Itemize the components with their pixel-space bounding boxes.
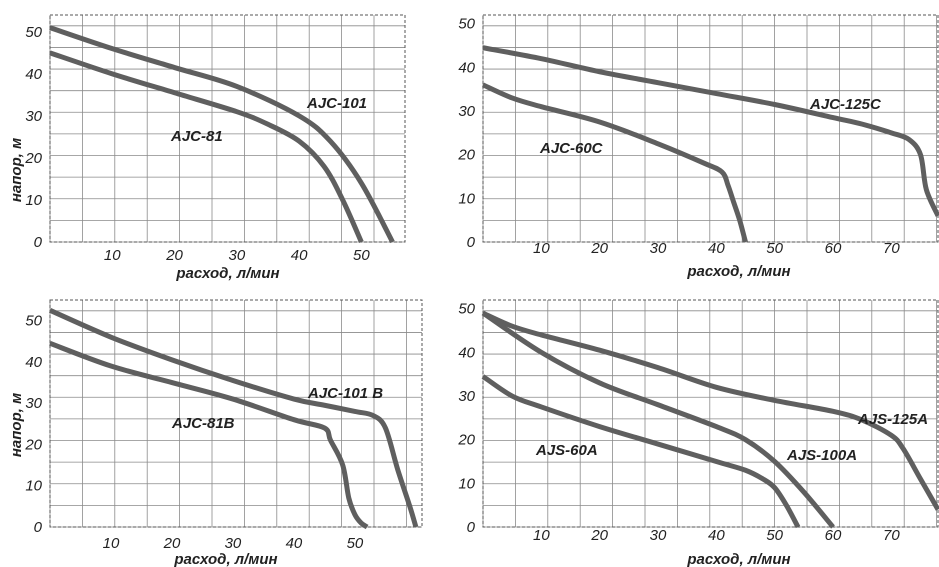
series-line-ajs-60a xyxy=(481,374,801,529)
y-tick-label: 0 xyxy=(34,234,43,251)
series-line-ajc-101 xyxy=(49,25,395,244)
y-tick-label: 0 xyxy=(34,519,43,536)
x-axis-label: расход, л/мин xyxy=(686,263,790,280)
x-tick-label: 20 xyxy=(165,247,183,264)
x-tick-label: 10 xyxy=(104,247,121,264)
x-tick-label: 50 xyxy=(766,527,783,544)
y-tick-label: 10 xyxy=(458,475,475,492)
x-tick-label: 10 xyxy=(533,240,550,257)
x-tick-label: 30 xyxy=(650,240,667,257)
y-tick-label: 30 xyxy=(458,103,475,120)
series-label-ajc-81b: AJC-81B xyxy=(171,415,235,432)
series-label-ajs-125a: AJS-125A xyxy=(857,411,928,428)
y-axis-label: напор, м xyxy=(8,138,25,202)
plot-frame xyxy=(482,14,939,243)
x-tick-label: 30 xyxy=(650,527,667,544)
y-tick-label: 40 xyxy=(25,354,42,371)
y-tick-label: 0 xyxy=(467,234,476,251)
y-tick-label: 30 xyxy=(458,388,475,405)
y-tick-label: 50 xyxy=(25,313,42,330)
y-tick-label: 20 xyxy=(457,432,475,449)
x-tick-label: 50 xyxy=(353,247,370,264)
y-tick-label: 20 xyxy=(24,150,42,167)
x-tick-label: 70 xyxy=(883,527,900,544)
y-tick-label: 40 xyxy=(458,59,475,76)
series-line-ajc-81b xyxy=(49,340,369,530)
x-tick-label: 40 xyxy=(286,535,303,552)
y-tick-label: 30 xyxy=(25,108,42,125)
y-tick-label: 50 xyxy=(25,24,42,41)
grid xyxy=(49,15,405,243)
series-label-ajc-81: AJC-81 xyxy=(170,128,223,145)
x-tick-label: 40 xyxy=(291,247,308,264)
x-tick-label: 20 xyxy=(590,240,608,257)
y-tick-label: 50 xyxy=(458,16,475,33)
x-tick-label: 70 xyxy=(883,240,900,257)
series-line-ajc-81 xyxy=(49,50,364,244)
series-line-ajc-60c xyxy=(481,82,748,243)
series-label-ajs-60a: AJS-60A xyxy=(535,442,598,459)
x-tick-label: 20 xyxy=(590,527,608,544)
x-tick-label: 10 xyxy=(103,535,120,552)
y-tick-label: 10 xyxy=(25,478,42,495)
chart-panel-ajc-101b-ajc-81b: 0 10 20 30 40 50 10 20 30 40 50 напор, м расход, л/м… xyxy=(8,299,423,567)
series-label-ajc-101: AJC-101 xyxy=(306,95,367,112)
y-tick-label: 20 xyxy=(24,436,42,453)
y-tick-label: 20 xyxy=(457,147,475,164)
x-tick-label: 40 xyxy=(708,240,725,257)
x-axis-label: расход, л/мин xyxy=(175,265,279,282)
x-axis-label: расход, л/мин xyxy=(686,551,790,567)
series-line-ajs-100a xyxy=(481,311,835,529)
x-tick-label: 20 xyxy=(163,535,181,552)
chart-panel-ajc-125c-ajc-60c: 0 10 20 30 40 50 10 20 30 40 50 60 70 расход, л/мин AJ… xyxy=(457,14,939,280)
y-tick-label: 10 xyxy=(458,190,475,207)
x-tick-label: 30 xyxy=(228,247,245,264)
x-axis-label: расход, л/мин xyxy=(173,551,277,567)
chart-panel-ajc-101-ajc-81: 0 10 20 30 40 50 10 20 30 40 50 напор, м расход, л/м… xyxy=(8,14,406,282)
series-line-ajc-101-b xyxy=(48,308,419,528)
chart-panel-ajs-series: 0 10 20 30 40 50 10 20 30 40 50 60 70 расход, л/мин AJ… xyxy=(457,299,939,567)
y-tick-label: 10 xyxy=(25,192,42,209)
x-tick-label: 60 xyxy=(825,240,842,257)
series-line-ajs-125a xyxy=(481,310,939,511)
y-tick-label: 50 xyxy=(458,301,475,318)
x-tick-label: 50 xyxy=(766,240,783,257)
y-axis-label: напор, м xyxy=(8,393,25,457)
x-tick-label: 50 xyxy=(347,535,364,552)
x-tick-label: 10 xyxy=(533,527,550,544)
y-tick-label: 0 xyxy=(467,519,476,536)
series-label-ajs-100a: AJS-100A xyxy=(786,447,857,464)
series-line-ajc-125c xyxy=(482,45,939,217)
plot-frame xyxy=(49,14,406,243)
series-label-ajc-125c: AJC-125C xyxy=(809,96,882,113)
series-label-ajc-60c: AJC-60C xyxy=(539,140,604,157)
x-tick-label: 60 xyxy=(825,527,842,544)
x-tick-label: 40 xyxy=(708,527,725,544)
plot-frame xyxy=(49,299,423,528)
plot-frame xyxy=(482,299,939,528)
series-label-ajc-101b: AJC-101 B xyxy=(307,385,383,402)
y-tick-label: 40 xyxy=(458,344,475,361)
x-tick-label: 30 xyxy=(225,535,242,552)
y-tick-label: 30 xyxy=(25,395,42,412)
y-tick-label: 40 xyxy=(25,66,42,83)
